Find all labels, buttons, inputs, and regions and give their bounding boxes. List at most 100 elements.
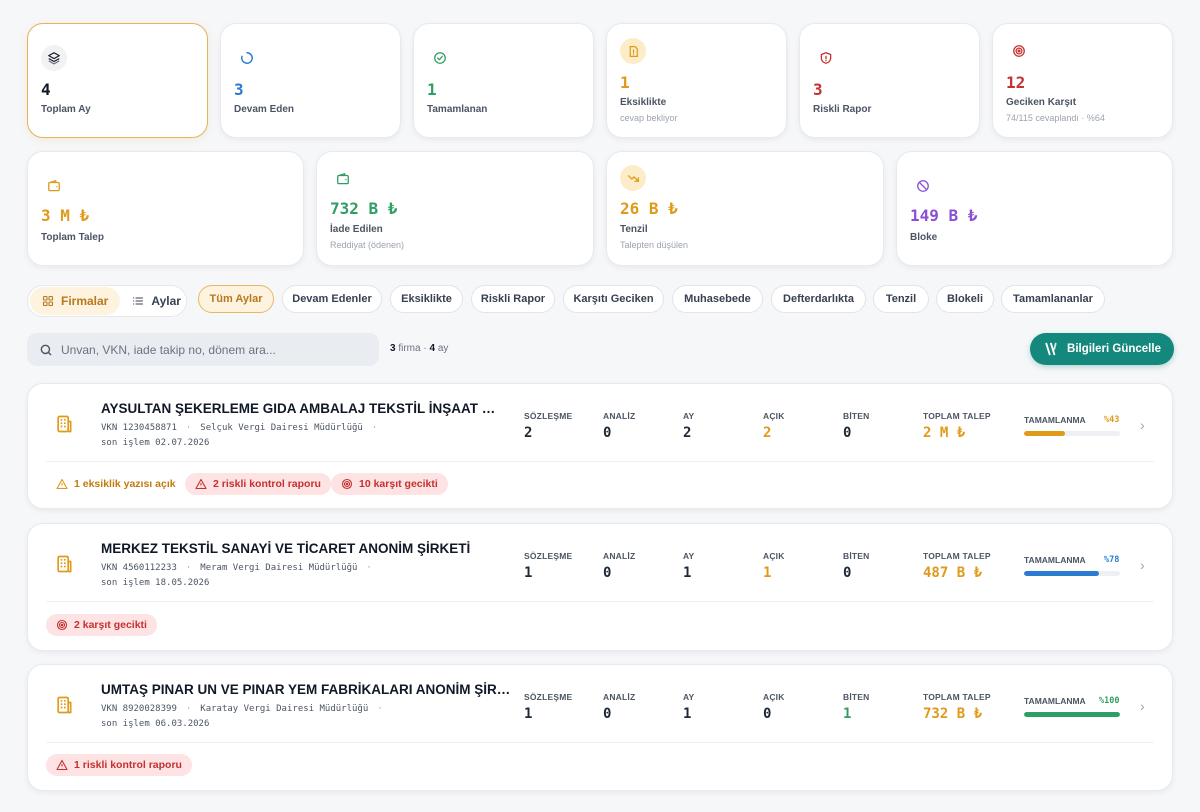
col-header: ANALİZ [603,411,636,421]
toggle-months-label: Aylar [151,294,181,308]
firm-name: AYSULTAN ŞEKERLEME GIDA AMBALAJ TEKSTİL … [101,401,503,416]
stat-card-risky-report[interactable]: 3 Riskli Rapor [799,23,980,138]
toggle-firms-button[interactable]: Firmalar [30,287,121,315]
col-header: TOPLAM TALEP [923,411,991,421]
count-separator: · [423,343,427,354]
month-count: 4 [429,343,436,354]
search-icon [40,344,52,355]
stat-label: Riskli Rapor [813,104,872,115]
col-header: AÇIK [763,551,785,561]
completion-bar [1024,712,1120,717]
stat-card-refunded[interactable]: 732 B ₺ İade Edilen Reddiyat (ödenen) [316,151,594,266]
target-icon [341,478,353,490]
stat-value: 1 [620,73,630,92]
meta-separator: · [371,423,378,433]
filter-deficiency[interactable]: Eksiklikte [390,285,463,313]
warning-icon [56,759,68,771]
stat-label: Geciken Karşıt [1006,97,1077,108]
badge-deficiency: 1 eksiklik yazısı açık [46,473,186,495]
filter-finance-office[interactable]: Defterdarlıkta [771,285,866,313]
badge-text: 10 karşıt gecikti [359,478,438,490]
col-value: 2 M ₺ [923,425,966,441]
firm-meta: VKN 8920028399 · Karatay Vergi Dairesi Müd… [101,702,392,732]
col-header: SÖZLEŞME [524,411,573,421]
stat-card-blocked[interactable]: 149 B ₺ Bloke [896,151,1173,266]
badge-counter-delayed: 2 karşıt gecikti [46,614,157,636]
col-total: TOPLAM TALEP 2 M ₺ [923,411,991,441]
stat-label: Toplam Talep [41,232,104,243]
tax-office: Selçuk Vergi Dairesi Müdürlüğü [200,423,363,433]
stat-value: 732 B ₺ [330,199,398,218]
view-toggle: Firmalar Aylar [27,285,187,317]
toggle-firms-label: Firmalar [61,294,109,308]
stat-card-total-months[interactable]: 4 Toplam Ay [27,23,208,138]
meta-separator: · [185,704,192,714]
filter-deduction[interactable]: Tenzil [873,285,929,313]
last-action: son işlem 02.07.2026 [101,438,210,448]
card-divider [46,461,1154,462]
ban-icon [910,173,936,199]
month-word: ay [437,343,449,354]
firm-card[interactable]: MERKEZ TEKSTİL SANAYİ VE TİCARET ANONİM … [27,523,1173,651]
filter-accounting[interactable]: Muhasebede [672,285,763,313]
stat-label: Tamamlanan [427,104,488,115]
stat-card-total-request[interactable]: 3 M ₺ Toplam Talep [27,151,304,266]
stat-sub: Talepten düşülen [620,240,689,250]
stat-label: Bloke [910,232,938,243]
meta-separator: · [366,563,372,573]
stat-card-delayed-counter[interactable]: 12 Geciken Karşıt 74/115 cevaplandı · %6… [992,23,1173,138]
col-header: AÇIK [763,411,785,421]
stat-card-completed[interactable]: 1 Tamamlanan [413,23,594,138]
filter-completed[interactable]: Tamamlananlar [1001,285,1105,313]
filter-blocked[interactable]: Blokeli [936,285,994,313]
meta-separator: · [185,563,192,573]
col-open: AÇIK 1 [763,551,785,581]
stat-value: 4 [41,80,51,99]
stat-value: 3 [813,80,823,99]
completion-fill [1024,712,1120,717]
firm-vkn: VKN 8920028399 [101,704,177,714]
col-header: TOPLAM TALEP [923,692,991,702]
filter-in-progress[interactable]: Devam Edenler [282,285,382,313]
search-input[interactable] [61,342,361,357]
col-analysis: ANALİZ 0 [603,411,635,441]
grid-icon [42,295,54,307]
col-value: 732 B ₺ [923,706,983,722]
firm-word: firma [398,343,421,354]
stat-card-deficiency[interactable]: 1 Eksiklikte cevap bekliyor [606,23,787,138]
card-divider [46,742,1154,743]
chevron-right-icon[interactable]: › [1140,698,1145,714]
stat-card-in-progress[interactable]: 3 Devam Eden [220,23,401,138]
col-total: TOPLAM TALEP 732 B ₺ [923,692,991,722]
col-done: BİTEN 1 [843,692,870,722]
meta-separator: · [185,423,192,433]
toggle-months-button[interactable]: Aylar [120,287,193,315]
filter-all-months[interactable]: Tüm Aylar [198,285,274,313]
firm-card[interactable]: AYSULTAN ŞEKERLEME GIDA AMBALAJ TEKSTİL … [27,383,1173,509]
filter-counter-delayed[interactable]: Karşıtı Geciken [563,285,664,313]
update-info-button[interactable]: Bilgileri Güncelle [1030,333,1174,365]
firm-meta: VKN 1230458871 · Selçuk Vergi Dairesi Müdü… [101,421,386,451]
badge-text: 2 riskli kontrol raporu [213,478,321,490]
col-header: BİTEN [843,692,870,702]
col-value: 487 B ₺ [923,565,983,581]
badge-risky-report: 1 riskli kontrol raporu [46,754,192,776]
col-value: 1 [683,706,692,722]
firm-card[interactable]: UMTAŞ PINAR UN VE PINAR YEM FABRİKALARI … [27,664,1173,791]
col-header: ANALİZ [603,692,636,702]
completion-fill [1024,431,1066,436]
stat-label: Toplam Ay [41,104,91,115]
building-icon [57,415,72,433]
col-done: BİTEN 0 [843,551,870,581]
stat-sub: cevap bekliyor [620,113,678,123]
chevron-right-icon[interactable]: › [1140,557,1145,573]
stat-value: 149 B ₺ [910,206,978,225]
col-value: 2 [683,425,692,441]
col-header: AY [683,411,695,421]
col-total: TOPLAM TALEP 487 B ₺ [923,551,991,581]
completion-label: TAMAMLANMA [1024,696,1086,706]
col-header: SÖZLEŞME [524,692,573,702]
stat-card-deduction[interactable]: 26 B ₺ Tenzil Talepten düşülen [606,151,884,266]
filter-risky-report[interactable]: Riskli Rapor [471,285,555,313]
chevron-right-icon[interactable]: › [1140,417,1145,433]
